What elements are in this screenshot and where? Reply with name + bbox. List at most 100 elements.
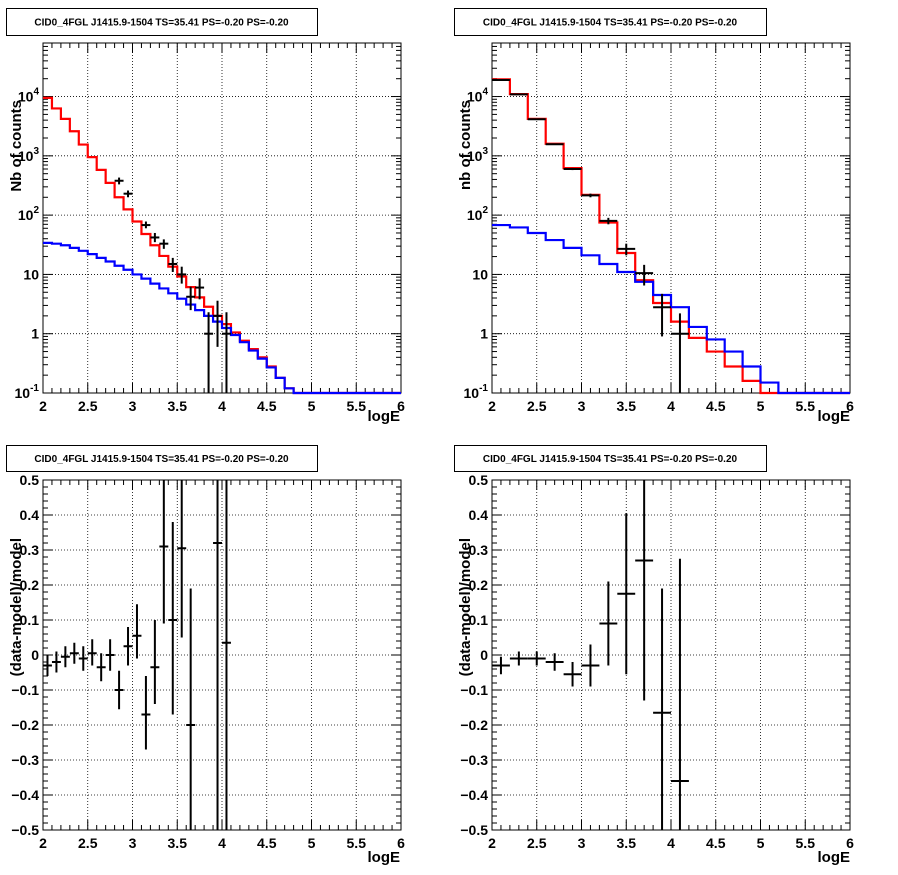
data-point xyxy=(159,239,169,249)
y-tick-label: −0.1 xyxy=(11,682,39,698)
panel-3: CID0_4FGL J1415.9-1504 TS=35.41 PS=-0.20… xyxy=(6,445,405,866)
x-tick-label: 6 xyxy=(397,398,405,414)
title-box xyxy=(454,445,767,472)
y-tick-label: −0.1 xyxy=(460,682,488,698)
y-axis-title: (data-model)/model xyxy=(8,538,25,676)
x-axis-title: logE xyxy=(368,849,401,866)
data-point xyxy=(545,653,564,671)
y-tick-label: 10 xyxy=(472,266,488,282)
panel-1: CID0_4FGL J1415.9-1504 TS=35.41 PS=-0.20… xyxy=(6,8,405,425)
x-tick-label: 6 xyxy=(397,835,405,851)
y-tick-label: −0.2 xyxy=(460,717,488,733)
y-tick-label: 0.1 xyxy=(469,612,489,628)
data-point xyxy=(653,588,671,830)
x-tick-label: 6 xyxy=(846,398,854,414)
data-point xyxy=(545,143,564,146)
y-tick-label: 103 xyxy=(18,146,40,164)
data-point xyxy=(60,646,70,668)
y-axis-title: Nb of counts xyxy=(8,100,25,192)
y-tick-label: 0 xyxy=(31,647,39,663)
plot-title: CID0_4FGL J1415.9-1504 TS=35.41 PS=-0.20… xyxy=(483,454,738,465)
x-tick-label: 3.5 xyxy=(168,398,188,414)
plot-title: CID0_4FGL J1415.9-1504 TS=35.41 PS=-0.20… xyxy=(34,18,289,29)
plot-title: CID0_4FGL J1415.9-1504 TS=35.41 PS=-0.20… xyxy=(34,454,289,465)
x-tick-label: 5 xyxy=(757,398,765,414)
y-tick-label: 0.2 xyxy=(20,577,40,593)
x-tick-label: 3 xyxy=(129,835,137,851)
data-point xyxy=(617,513,636,675)
data-point xyxy=(43,655,52,676)
y-tick-label: 102 xyxy=(18,205,40,223)
data-point xyxy=(141,676,151,750)
x-tick-label: 4.5 xyxy=(706,835,726,851)
data-point xyxy=(177,266,187,284)
x-tick-label: 2.5 xyxy=(527,398,547,414)
y-tick-label: −0.4 xyxy=(460,787,488,803)
y-tick-label: 0.3 xyxy=(469,542,489,558)
x-tick-label: 3 xyxy=(578,835,586,851)
data-point xyxy=(105,639,115,671)
y-tick-label: −0.3 xyxy=(460,752,488,768)
x-tick-label: 4.5 xyxy=(706,398,726,414)
x-axis-title: logE xyxy=(818,849,851,866)
data-point xyxy=(527,118,546,121)
data-point xyxy=(492,656,510,675)
data-point xyxy=(177,480,187,638)
x-tick-label: 6 xyxy=(846,835,854,851)
y-tick-label: 0.2 xyxy=(469,577,489,593)
x-tick-label: 3 xyxy=(578,398,586,414)
x-tick-label: 2 xyxy=(488,398,496,414)
y-tick-label: 0.5 xyxy=(469,472,489,488)
data-point xyxy=(492,79,510,82)
y-tick-label: −0.5 xyxy=(11,822,39,838)
y-tick-label: 104 xyxy=(18,87,40,105)
data-point xyxy=(222,312,231,393)
data-point xyxy=(123,627,133,666)
data-point xyxy=(114,670,124,710)
data-point xyxy=(671,313,689,393)
y-axis-title: (data-model)/model xyxy=(457,538,474,676)
x-tick-label: 3.5 xyxy=(617,398,637,414)
data-point xyxy=(635,264,654,286)
data-point xyxy=(51,651,61,673)
y-tick-label: −0.3 xyxy=(11,752,39,768)
data-point xyxy=(186,588,196,830)
x-tick-label: 4.5 xyxy=(257,398,277,414)
data-point xyxy=(195,278,205,300)
data-point xyxy=(581,193,600,198)
data-point xyxy=(87,639,97,666)
data-point xyxy=(78,646,88,671)
data-point xyxy=(581,644,600,687)
x-tick-label: 2.5 xyxy=(527,835,547,851)
data-point xyxy=(509,651,528,666)
data-point xyxy=(635,480,654,701)
x-tick-label: 2 xyxy=(39,835,47,851)
y-tick-label: 0.1 xyxy=(20,612,40,628)
data-point xyxy=(123,190,133,198)
x-tick-label: 5 xyxy=(308,835,316,851)
x-tick-label: 4 xyxy=(218,835,226,851)
data-point xyxy=(168,257,178,272)
data-point xyxy=(168,522,178,715)
y-tick-label: 0 xyxy=(480,647,488,663)
y-tick-label: 103 xyxy=(467,146,489,164)
y-tick-label: 10 xyxy=(23,266,39,282)
data-point xyxy=(96,653,106,682)
data-point xyxy=(132,604,142,659)
x-tick-label: 4 xyxy=(218,398,226,414)
x-tick-label: 5 xyxy=(308,398,316,414)
y-tick-label: 0.4 xyxy=(469,507,489,523)
title-box xyxy=(6,8,318,36)
data-point xyxy=(213,480,222,830)
panel-4: CID0_4FGL J1415.9-1504 TS=35.41 PS=-0.20… xyxy=(454,445,854,866)
data-point xyxy=(114,177,124,185)
x-tick-label: 5.5 xyxy=(347,835,367,851)
data-point xyxy=(141,221,151,229)
x-tick-label: 5.5 xyxy=(796,398,816,414)
data-point xyxy=(150,232,160,243)
series-step-2 xyxy=(492,223,850,395)
y-tick-label: 0.4 xyxy=(20,507,40,523)
data-point xyxy=(563,167,582,171)
data-point xyxy=(527,651,546,666)
